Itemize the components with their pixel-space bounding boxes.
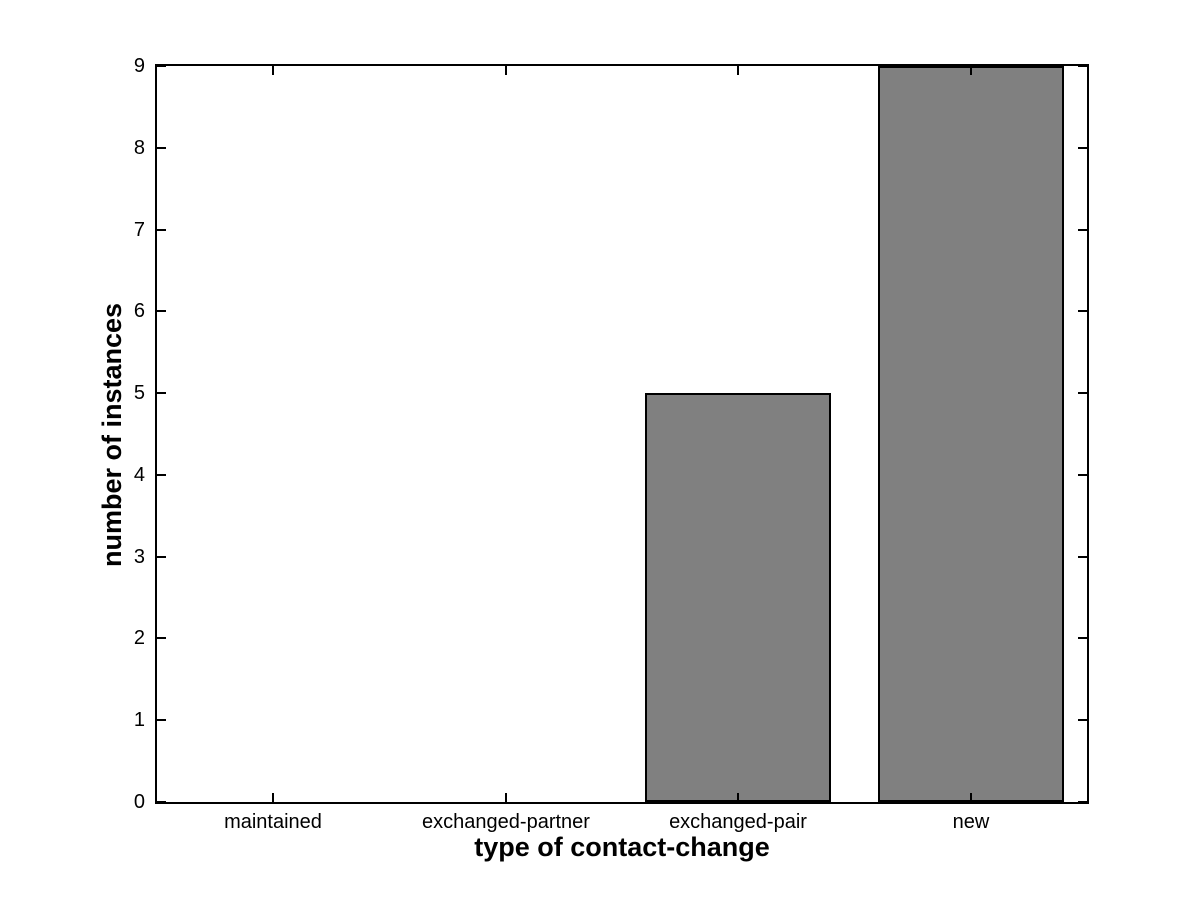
y-tick-right — [1078, 147, 1087, 149]
y-tick-left — [157, 147, 166, 149]
x-tick-bottom — [505, 793, 507, 802]
x-axis-label: type of contact-change — [474, 832, 770, 862]
y-tick-label-3: 3 — [133, 546, 145, 568]
x-tick-top — [272, 66, 274, 75]
y-tick-label-2: 2 — [133, 627, 145, 649]
y-tick-right — [1078, 801, 1087, 803]
x-tick-bottom — [970, 793, 972, 802]
x-tick-bottom — [737, 793, 739, 802]
y-tick-left — [157, 474, 166, 476]
y-tick-left — [157, 719, 166, 721]
y-axis-label: number of instances — [97, 302, 127, 568]
y-tick-right — [1078, 65, 1087, 67]
bar-new — [878, 66, 1064, 802]
x-tick-label-new: new — [952, 811, 990, 833]
y-tick-right — [1078, 719, 1087, 721]
y-tick-left — [157, 637, 166, 639]
x-tick-top — [505, 66, 507, 75]
y-tick-right — [1078, 392, 1087, 394]
y-tick-left — [157, 310, 166, 312]
y-tick-right — [1078, 310, 1087, 312]
y-tick-right — [1078, 556, 1087, 558]
x-tick-bottom — [272, 793, 274, 802]
y-tick-label-6: 6 — [133, 300, 145, 322]
y-tick-label-0: 0 — [133, 791, 145, 813]
plot-area — [155, 64, 1089, 804]
y-tick-left — [157, 229, 166, 231]
y-tick-label-8: 8 — [133, 137, 145, 159]
y-tick-label-7: 7 — [133, 219, 145, 241]
x-tick-label-exchanged-pair: exchanged-pair — [669, 811, 807, 833]
x-tick-label-maintained: maintained — [224, 811, 322, 833]
x-tick-label-exchanged-partner: exchanged-partner — [422, 811, 590, 833]
y-tick-left — [157, 801, 166, 803]
y-tick-left — [157, 392, 166, 394]
y-tick-label-4: 4 — [133, 464, 145, 486]
y-tick-left — [157, 65, 166, 67]
y-tick-right — [1078, 474, 1087, 476]
y-tick-label-1: 1 — [133, 709, 145, 731]
x-tick-top — [737, 66, 739, 75]
y-tick-label-9: 9 — [133, 55, 145, 77]
bar-exchanged-pair — [645, 393, 831, 802]
y-tick-label-5: 5 — [133, 382, 145, 404]
y-tick-right — [1078, 637, 1087, 639]
y-tick-right — [1078, 229, 1087, 231]
x-tick-top — [970, 66, 972, 75]
y-tick-left — [157, 556, 166, 558]
